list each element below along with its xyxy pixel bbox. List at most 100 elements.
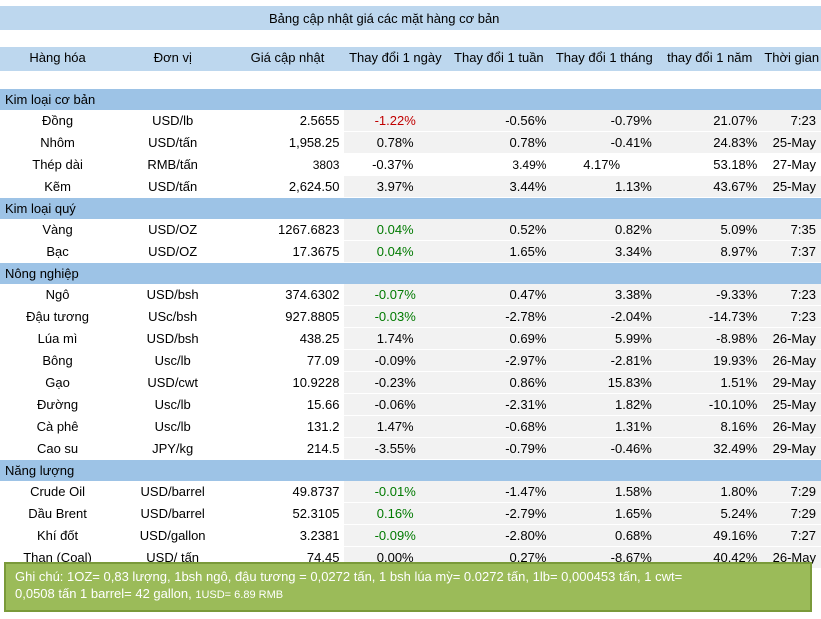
cell-change-day: -0.37% [372,157,414,172]
cell-change-month: 0.68% [551,525,657,546]
cell-price: 52.3105 [292,506,340,521]
cell-price: 438.25 [299,331,340,346]
table-row: Ngô USD/bsh 374.6302 -0.07% 0.47% 3.38% -9.33%… [0,284,821,306]
cell-change-week: -0.68% [445,416,552,437]
cell-change-month: 1.13% [551,176,657,197]
cell-change-month: 1.82% [551,394,657,415]
section-header: Nông nghiệp [0,263,821,284]
footnote: Ghi chú: 1OZ= 0,83 lượng, 1bsh ngô, đậu … [4,562,812,612]
cell-change-day: 0.04% [344,219,446,240]
cell-price: 374.6302 [285,287,340,302]
cell-change-month: 15.83% [551,372,657,393]
cell-price: 74.45 [306,550,340,565]
cell-time: 26-May [762,416,821,437]
cell-time: 26-May [762,350,821,371]
header-change-week: Thay đổi 1 tuần [454,50,544,65]
cell-time: 25-May [762,176,821,197]
cell-commodity: Kẽm [44,179,71,194]
cell-price: 131.2 [306,419,340,434]
section-title: Kim loại cơ bản [5,92,96,107]
cell-commodity: Thép dài [32,157,83,172]
section-header: Năng lượng [0,460,821,481]
cell-commodity: Than (Coal) [23,550,92,565]
cell-change-month: -2.81% [551,350,657,371]
cell-commodity: Lúa mì [37,331,78,346]
cell-change-day: -0.09% [344,525,446,546]
cell-change-day: 1.47% [344,416,446,437]
header-time: Thời gian [764,50,820,65]
cell-change-week: -2.79% [445,503,552,524]
cell-change-year: 8.97% [656,241,763,262]
cell-change-year: 5.09% [656,219,763,240]
cell-commodity: Crude Oil [30,484,86,499]
cell-change-week: 0.86% [445,372,552,393]
cell-change-year: 1.80% [656,481,763,502]
table-row: Dầu Brent USD/barrel 52.3105 0.16% -2.79% 1.6… [0,503,821,525]
cell-unit: Usc/lb [154,397,191,412]
cell-unit: JPY/kg [152,441,194,456]
cell-change-week: -1.47% [445,481,552,502]
cell-change-month: -0.79% [551,110,657,131]
cell-change-year: 49.16% [656,525,763,546]
cell-time: 25-May [762,132,821,153]
table-row: Vàng USD/OZ 1267.6823 0.04% 0.52% 0.82% 5.09% 7… [0,219,821,241]
footnote-line-2: 0,0508 tấn 1 barrel= 42 gallon, 1USD= 6.… [15,585,801,604]
cell-change-month: 1.31% [551,416,657,437]
cell-price: 214.5 [306,441,340,456]
cell-change-year: 24.83% [656,132,763,153]
table-row: Đồng USD/lb 2.5655 -1.22% -0.56% -0.79% 21.07%… [0,110,821,132]
table-row: Nhôm USD/tấn 1,958.25 0.78% 0.78% -0.41% 24.83… [0,132,821,154]
cell-time: 29-May [762,438,821,459]
cell-change-week: 3.44% [445,176,552,197]
cell-change-week: -0.56% [445,110,552,131]
cell-change-month: 0.82% [551,219,657,240]
cell-change-day: -0.03% [344,306,446,327]
cell-unit: USD/bsh [146,331,199,346]
footnote-line-2-main: 0,0508 tấn 1 barrel= 42 gallon, [15,586,196,601]
cell-change-month: 3.38% [551,284,657,305]
footnote-line-1: Ghi chú: 1OZ= 0,83 lượng, 1bsh ngô, đậu … [15,569,683,584]
cell-change-year: 21.07% [656,110,763,131]
cell-change-year: 32.49% [656,438,763,459]
cell-change-year: 19.93% [656,350,763,371]
cell-change-month: -0.46% [551,438,657,459]
cell-change-week: 0.78% [445,132,552,153]
cell-change-day: -0.23% [344,372,446,393]
cell-change-week: -2.78% [445,306,552,327]
cell-commodity: Dầu Brent [28,506,87,521]
cell-change-week: 0.69% [445,328,552,349]
cell-change-week: -2.80% [445,525,552,546]
cell-commodity: Cao su [36,441,79,456]
table-row: Bông Usc/lb 77.09 -0.09% -2.97% -2.81% 19.93% 2… [0,350,821,372]
price-table: Kim loại cơ bản Đồng USD/lb 2.5655 -1.22% -0.… [0,89,821,569]
cell-change-year: -9.33% [656,284,763,305]
cell-change-year: 5.24% [656,503,763,524]
cell-change-month: 1.65% [551,503,657,524]
cell-change-week: 0.52% [445,219,552,240]
cell-price: 927.8805 [285,309,340,324]
section-title: Năng lượng [5,463,75,478]
cell-change-year: -10.10% [656,394,763,415]
cell-price: 2.5655 [299,113,340,128]
cell-unit: USD/cwt [147,375,198,390]
cell-price: 1267.6823 [278,222,340,237]
cell-commodity: Cà phê [36,419,79,434]
footnote-line-2-rate: 1USD= 6.89 RMB [195,589,284,601]
cell-commodity: Nhôm [40,135,75,150]
header-price: Giá cập nhật [250,50,325,65]
cell-commodity: Gạo [45,375,70,390]
table-row: Gạo USD/cwt 10.9228 -0.23% 0.86% 15.83% 1.51% 2… [0,372,821,394]
cell-price: 15.66 [306,397,340,412]
cell-change-week: 1.65% [445,241,552,262]
cell-change-week: -2.97% [445,350,552,371]
cell-commodity: Ngô [45,287,70,302]
cell-commodity: Khí đốt [36,528,79,543]
table-row: Kẽm USD/tấn 2,624.50 3.97% 3.44% 1.13% 43.67% 2… [0,176,821,198]
section-title: Kim loại quý [5,201,76,216]
cell-unit: USD/bsh [146,287,199,302]
cell-change-month: 1.58% [551,481,657,502]
cell-change-day: 0.16% [344,503,446,524]
header-unit: Đơn vị [153,50,192,65]
cell-time: 7:37 [762,241,821,262]
cell-time: 7:29 [762,503,821,524]
